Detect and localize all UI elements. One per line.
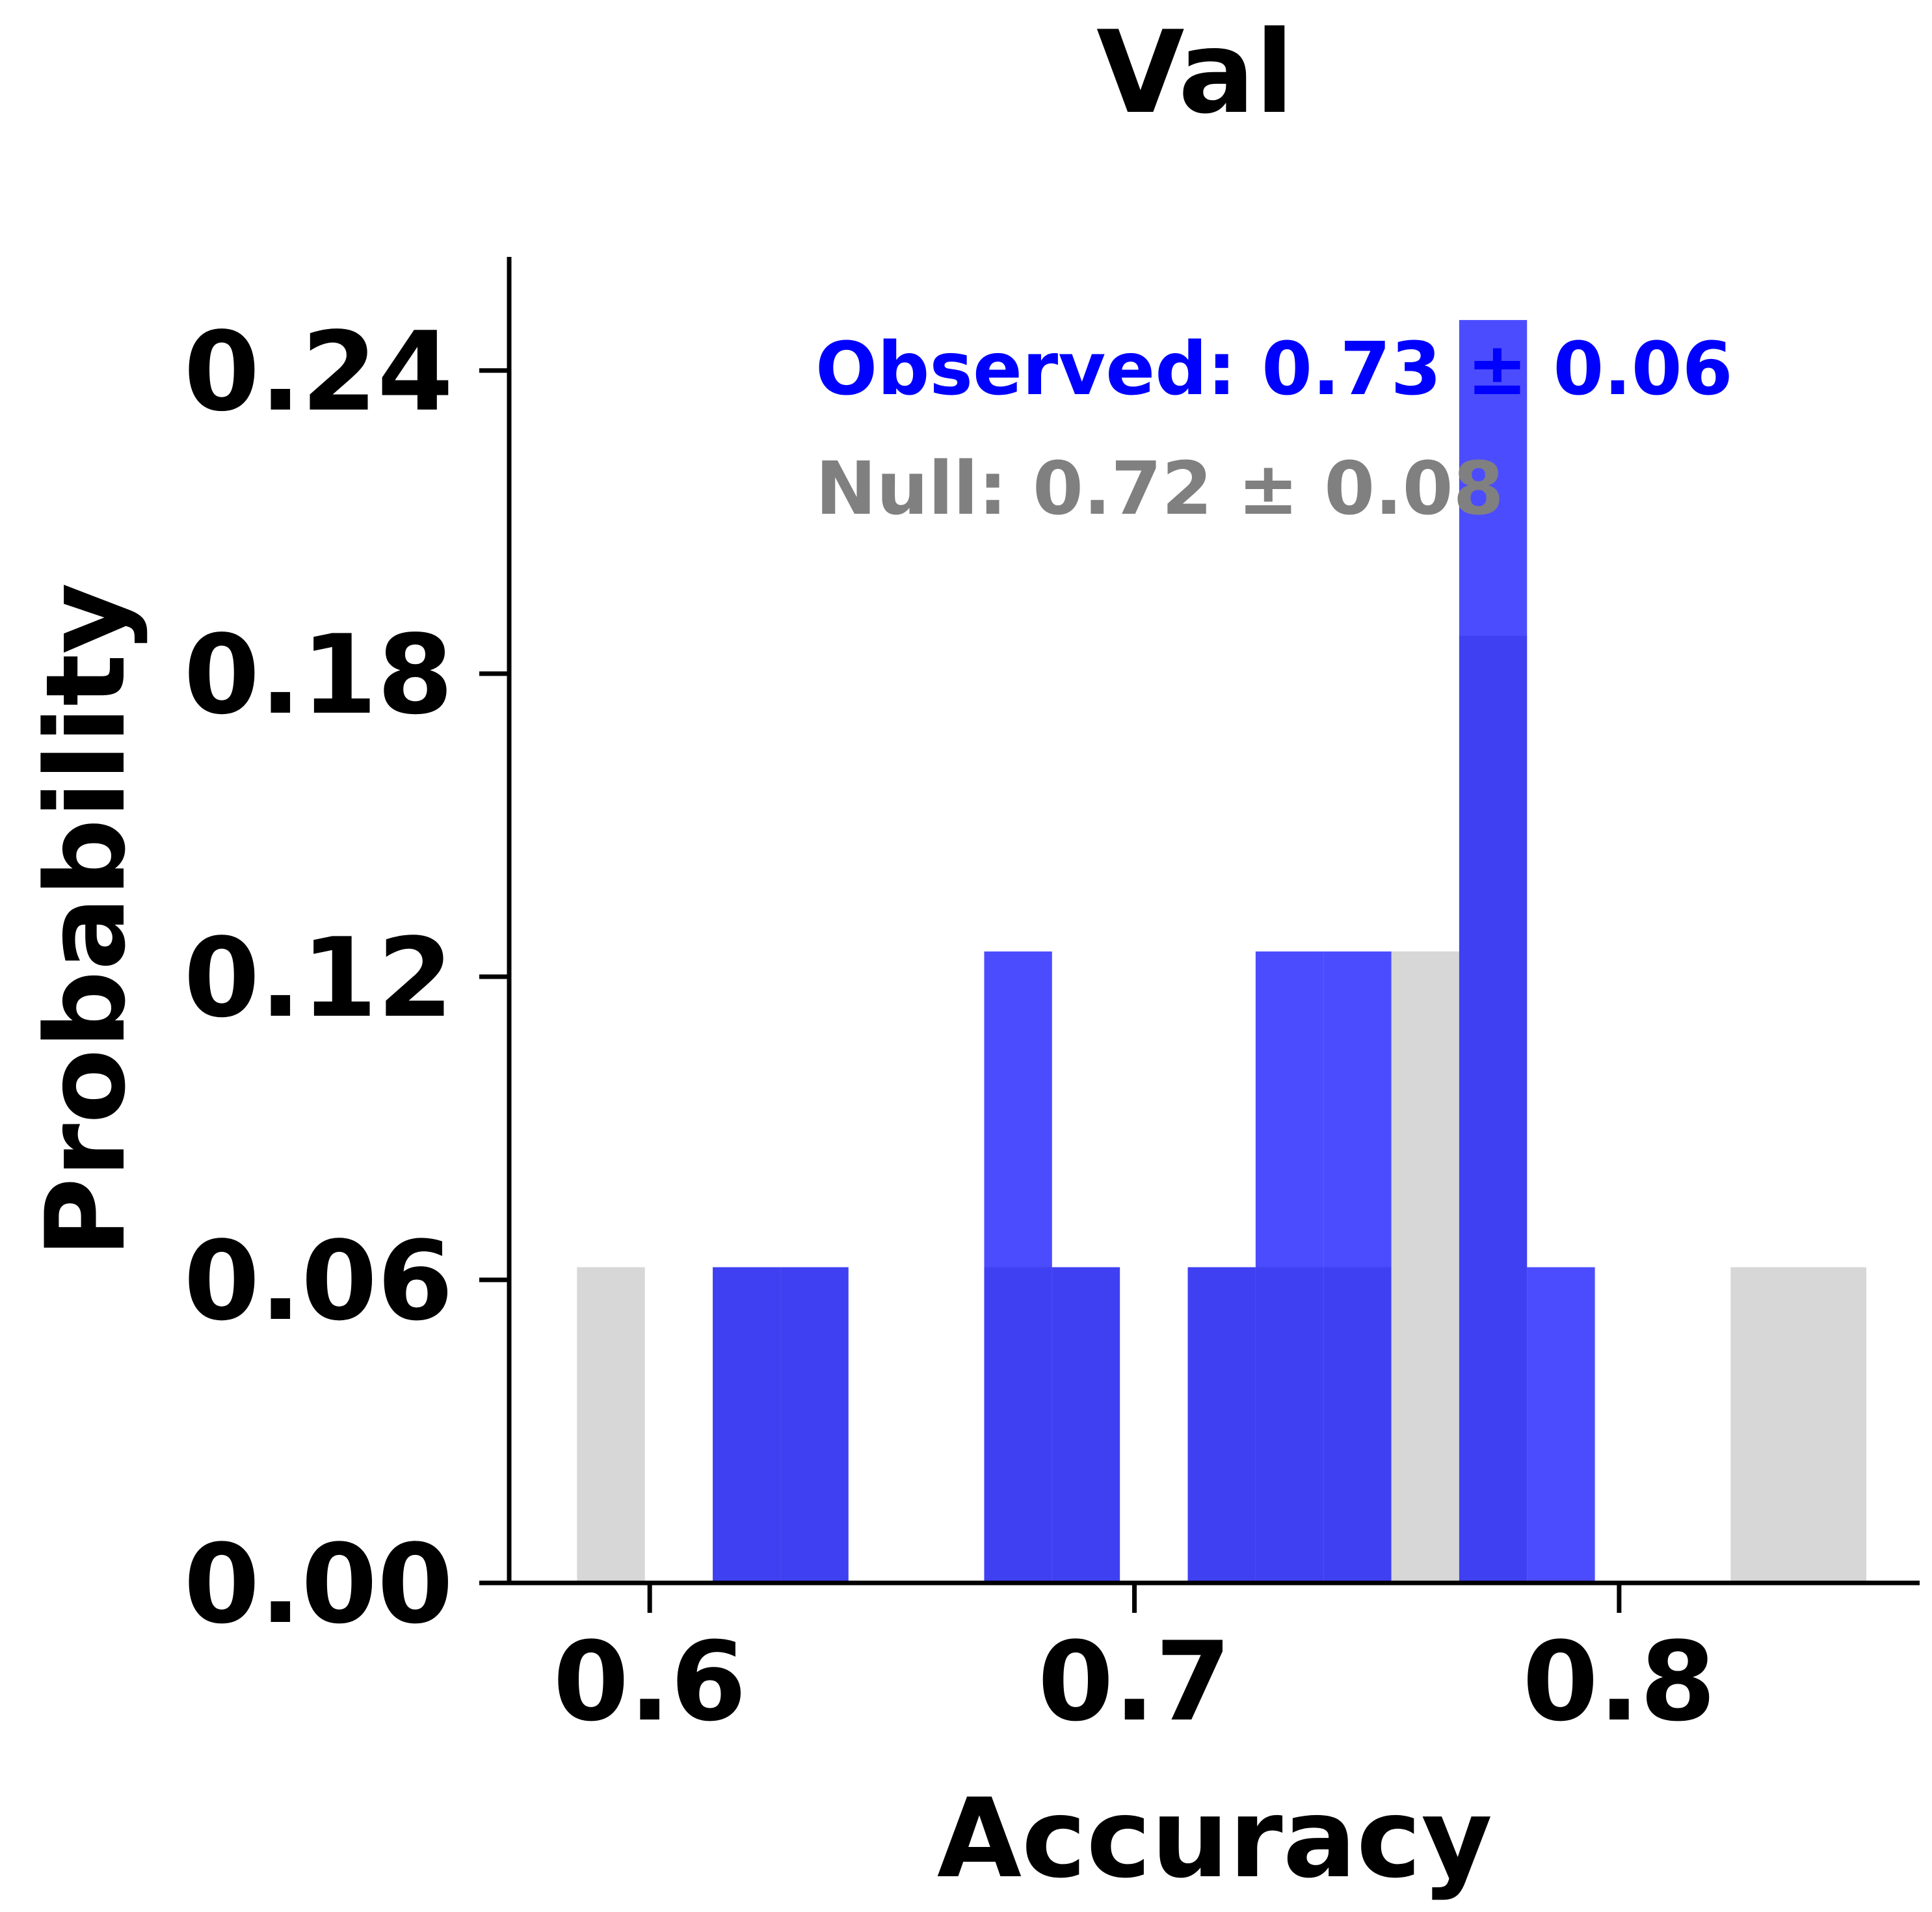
null-stat-label: Null: 0.72 ± 0.08 xyxy=(815,447,1504,531)
observed-stat-label: Observed: 0.73 ± 0.06 xyxy=(815,327,1733,412)
y-tick-label-0: 0.00 xyxy=(183,1520,453,1648)
null-bar-8 xyxy=(1391,951,1459,1583)
bars-layer xyxy=(577,320,1867,1584)
y-tick-label-4: 0.24 xyxy=(183,308,453,436)
observed-bar-7 xyxy=(1459,320,1528,1584)
y-tick-label-2: 0.12 xyxy=(183,914,453,1042)
y-tick-label-1: 0.06 xyxy=(183,1217,453,1345)
observed-bar-0 xyxy=(713,1267,781,1583)
x-tick-label-1: 0.7 xyxy=(1038,1618,1232,1746)
x-ticks: 0.6 0.7 0.8 xyxy=(553,1583,1716,1746)
observed-bar-1 xyxy=(780,1267,849,1583)
observed-bar-2 xyxy=(984,951,1052,1583)
observed-bar-8 xyxy=(1527,1267,1595,1583)
observed-bar-5 xyxy=(1255,951,1324,1583)
y-axis-title: Probability xyxy=(22,583,150,1258)
observed-bar-3 xyxy=(1052,1267,1120,1583)
null-bar-10 xyxy=(1730,1267,1867,1583)
y-tick-label-3: 0.18 xyxy=(183,611,453,739)
x-tick-label-0: 0.6 xyxy=(553,1618,747,1746)
chart-title: Val xyxy=(1096,7,1294,139)
y-ticks: 0.00 0.06 0.12 0.18 0.24 xyxy=(183,308,509,1648)
observed-bar-4 xyxy=(1187,1267,1256,1583)
x-tick-label-2: 0.8 xyxy=(1522,1618,1716,1746)
observed-bar-6 xyxy=(1323,951,1392,1583)
null-bar-0 xyxy=(577,1267,645,1583)
annotations: Observed: 0.73 ± 0.06 Null: 0.72 ± 0.08 xyxy=(815,327,1733,531)
x-axis-title: Accuracy xyxy=(937,1775,1492,1902)
